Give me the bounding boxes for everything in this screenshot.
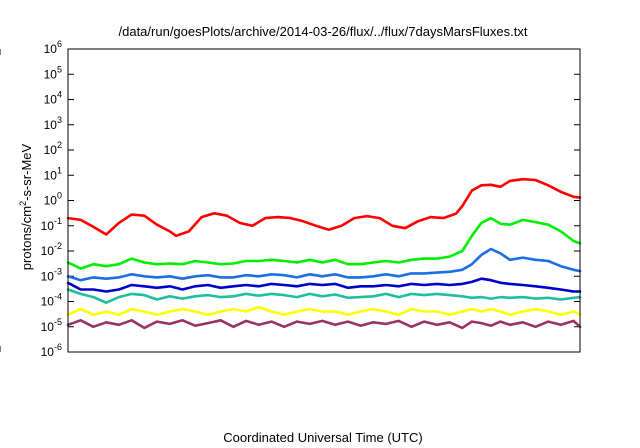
y-tick-label: 101 [44,165,62,182]
y-tick-label: 10-6 [41,342,62,359]
y-tick-label-exponent: -4 [54,292,62,302]
y-tick-label-exponent: 6 [57,39,62,49]
chart-title: /data/run/goesPlots/archive/2014-03-26/f… [119,24,528,39]
y-tick-label-base: 10 [41,244,55,258]
y-tick-label: 102 [44,140,62,157]
y-tick-label-exponent: -2 [54,241,62,251]
series-line-5 [66,288,582,305]
y-tick-label-base: 10 [44,67,58,81]
svg-text:protons/cm2-s-sr-MeV: protons/cm2-s-sr-MeV [18,143,34,270]
y-tick-label-exponent: 1 [57,165,62,175]
y-tick-label-exponent: -6 [54,342,62,352]
series-line-2 [66,216,582,270]
y-tick-label-base: 10 [44,168,58,182]
y-tick-label-base: 10 [41,269,55,283]
y-tick-label-base: 10 [41,295,55,309]
series-line-7 [66,318,582,330]
y-tick-label: 10-3 [41,266,62,283]
series-line-4 [66,277,582,293]
y-tick-label-base: 10 [44,194,58,208]
y-tick-label-exponent: 5 [57,64,62,74]
y-tick-label: 10-2 [41,241,62,258]
y-tick-label: 10-5 [41,317,62,334]
y-tick-label: 100 [44,191,62,208]
y-tick-label: 106 [44,39,62,56]
series-lines [66,177,582,330]
y-tick-label-exponent: -3 [54,266,62,276]
y-tick-label-base: 10 [44,143,58,157]
y-tick-label-exponent: -5 [54,317,62,327]
y-axis-label-suffix: -s-sr-MeV [19,143,34,200]
y-tick-label-exponent: 2 [57,140,62,150]
y-tick-label: 104 [44,90,62,107]
series-line-3 [66,247,582,282]
y-tick-label-base: 10 [41,345,55,359]
y-tick-label-exponent: 0 [57,191,62,201]
y-tick-label-base: 10 [44,93,58,107]
y-tick-label-base: 10 [44,42,58,56]
series-line-6 [66,305,582,317]
y-tick-label: 10-1 [41,216,62,233]
y-tick-label-base: 10 [44,118,58,132]
y-tick-label-base: 10 [41,219,55,233]
y-tick-label: 105 [44,64,62,81]
plot-frame [67,48,581,353]
series-line-1 [66,177,582,238]
y-tick-label-exponent: 3 [57,115,62,125]
y-tick-label-exponent: -1 [54,216,62,226]
x-axis-label: Coordinated Universal Time (UTC) [223,430,422,445]
y-axis-label-main: protons/cm [19,206,34,270]
y-tick-label-exponent: 4 [57,90,62,100]
y-axis-label-superscript: 2 [18,201,28,206]
y-axis-label: protons/cm2-s-sr-MeV [18,143,34,270]
y-tick-label: 103 [44,115,62,132]
y-tick-label: 10-4 [41,292,62,309]
y-tick-label-base: 10 [41,320,55,334]
